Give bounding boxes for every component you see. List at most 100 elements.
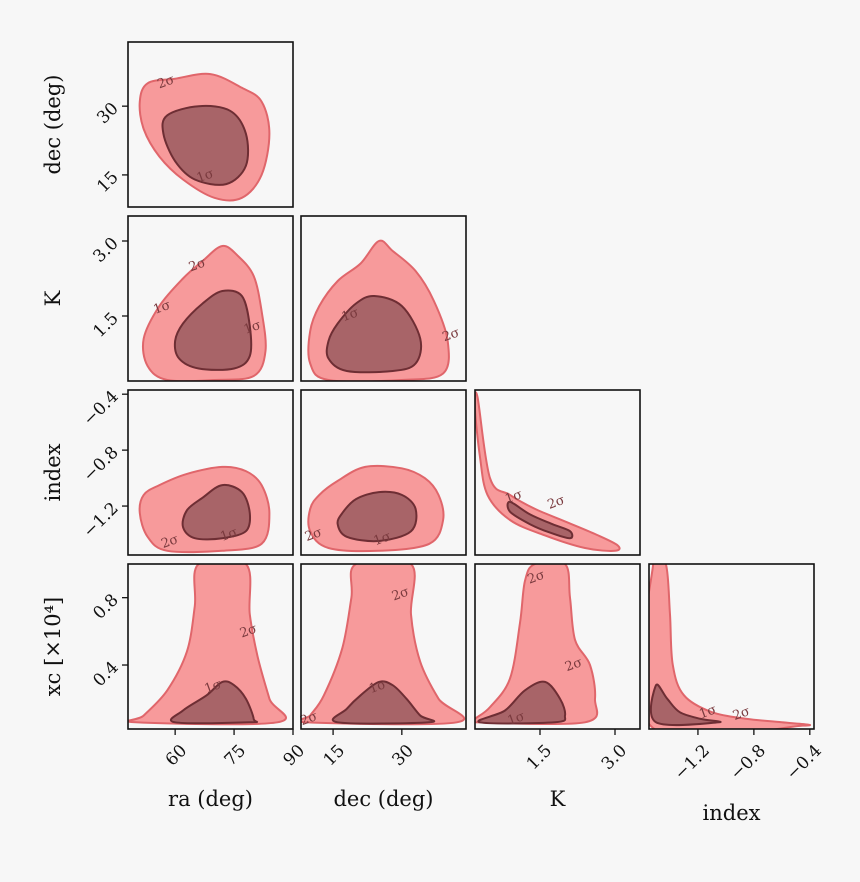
contour-level-label: 1σ (152, 298, 173, 318)
contour-1sigma (181, 483, 252, 541)
contour-1sigma (477, 680, 567, 725)
contour-level-label: 2σ (187, 255, 208, 275)
y-axis-label: index (41, 443, 65, 501)
panel-contours (138, 72, 271, 202)
panel-dec-vs-index: 2σ 1σ (300, 389, 467, 556)
contour-level-label: 1σ (242, 318, 263, 338)
panel-dec-vs-K: 1σ 2σ (300, 215, 467, 382)
panel-dec-vs-xc: 1σ 2σ 2σ (298, 563, 467, 730)
panel-contours (138, 465, 271, 554)
x-axis-ra: 60 75 90 ra (deg) (162, 729, 309, 811)
y-axis-K: 1.5 3.0 K (41, 234, 128, 342)
panel-contours (141, 244, 267, 381)
x-tick-label: 15 (320, 741, 349, 770)
panel-frame (127, 41, 294, 208)
x-axis-label: ra (deg) (168, 787, 253, 811)
x-axis-label: index (703, 801, 761, 825)
y-tick-label: 30 (93, 99, 122, 128)
panel-contours (307, 239, 450, 381)
panel-frame (300, 563, 467, 730)
contour-level-label: 2σ (731, 704, 752, 724)
panel-frame (127, 563, 294, 730)
y-axis-dec: 15 30 dec (deg) (41, 74, 128, 197)
contour-1sigma (331, 680, 436, 725)
x-tick-label: 30 (388, 741, 417, 770)
panel-ra-vs-xc: 1σ 2σ (127, 563, 294, 730)
contour-level-label: 2σ (303, 525, 324, 545)
y-axis-label: dec (deg) (41, 74, 65, 174)
contour-2sigma (301, 564, 466, 726)
y-tick-label: −0.8 (79, 443, 122, 486)
y-axis-xc: 0.4 0.8 xc [×10⁴] (41, 590, 128, 696)
contour-1sigma (506, 500, 574, 540)
panel-contours (475, 564, 599, 726)
y-axis-index: −1.2 −0.8 −0.4 index (41, 387, 128, 542)
contour-level-label: 2σ (563, 655, 584, 675)
contour-level-label: 2σ (298, 709, 319, 729)
contour-level-label: 1σ (367, 677, 388, 697)
y-tick-label: −1.2 (79, 499, 122, 542)
contour-level-label: 1σ (340, 305, 361, 325)
contour-1sigma (336, 490, 418, 543)
contour-1sigma (325, 294, 423, 374)
y-tick-label: 3.0 (89, 234, 122, 267)
y-tick-label: 1.5 (89, 309, 122, 342)
contour-1sigma (649, 683, 722, 727)
panel-ra-vs-K: 2σ 1σ 1σ (127, 215, 294, 382)
contour-level-label: 1σ (203, 677, 224, 697)
contour-level-label: 1σ (372, 529, 393, 549)
x-tick-label: 3.0 (598, 741, 631, 774)
contour-level-label: 1σ (697, 702, 718, 722)
x-tick-label: 1.5 (523, 741, 556, 774)
contour-1sigma (161, 104, 250, 186)
x-axis-index: −1.2 −0.8 −0.4 index (671, 729, 826, 825)
y-tick-label: 0.4 (89, 658, 122, 691)
contour-level-label: 2σ (546, 493, 567, 513)
y-tick-label: 15 (93, 167, 122, 196)
y-axis-label: xc [×10⁴] (41, 597, 65, 696)
panel-index-vs-xc: 1σ 2σ (648, 563, 815, 730)
y-tick-label: 0.8 (89, 590, 122, 623)
contour-level-label: 1σ (506, 709, 527, 729)
y-axis-label: K (41, 290, 65, 306)
x-tick-label: 90 (280, 741, 309, 770)
panel-K-vs-xc: 1σ 2σ 2σ (474, 563, 641, 730)
contour-level-label: 2σ (440, 325, 461, 345)
contour-level-label: 1σ (195, 166, 216, 186)
panel-contours (301, 564, 466, 726)
contour-level-label: 2σ (390, 584, 411, 604)
panel-K-vs-index: 1σ 2σ (474, 389, 641, 556)
contour-2sigma (475, 564, 599, 726)
panel-frame (127, 389, 294, 556)
contour-level-label: 2σ (155, 72, 176, 92)
contour-2sigma (128, 564, 287, 726)
contour-level-label: 2σ (238, 621, 259, 641)
panel-ra-vs-index: 2σ 1σ (127, 389, 294, 556)
contour-level-label: 2σ (159, 532, 180, 552)
x-tick-label: 60 (162, 741, 191, 770)
x-axis-label: dec (deg) (333, 787, 433, 811)
contour-level-label: 1σ (218, 525, 239, 545)
panel-frame (474, 389, 641, 556)
y-tick-label: −0.4 (79, 387, 122, 430)
panel-frame (300, 215, 467, 382)
panel-contours (307, 464, 445, 553)
panel-frame (474, 563, 641, 730)
x-tick-label: −0.4 (782, 741, 825, 784)
x-tick-label: −1.2 (671, 741, 714, 784)
panel-contours (649, 564, 812, 729)
x-axis-dec: 15 30 dec (deg) (320, 729, 434, 811)
contour-1sigma (173, 289, 253, 371)
x-axis-K: 1.5 3.0 K (523, 729, 631, 811)
contour-level-label: 1σ (503, 487, 524, 507)
panel-contours (475, 391, 621, 552)
contour-1sigma (169, 680, 258, 725)
panel-ra-vs-dec: 2σ 1σ (127, 41, 294, 208)
x-axis-label: K (550, 787, 566, 811)
x-tick-label: 75 (221, 741, 250, 770)
panel-frame (648, 563, 815, 730)
x-tick-label: −0.8 (727, 741, 770, 784)
panel-frame (300, 389, 467, 556)
